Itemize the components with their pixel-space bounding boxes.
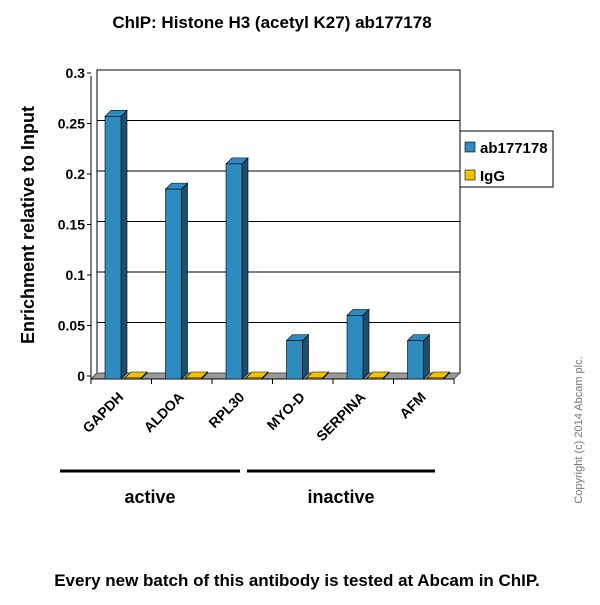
y-tick-label: 0.1 (66, 267, 86, 283)
legend-swatch (464, 141, 476, 153)
bar-side (423, 333, 430, 380)
bar-IgG-GAPDH (124, 377, 142, 380)
x-tick-label: ALDOA (140, 389, 187, 436)
bar-ab177178-GAPDH (104, 116, 122, 380)
legend-label: ab177178 (480, 140, 548, 157)
bar-ab177178-MYO-D (286, 340, 303, 380)
bar-side (362, 308, 370, 380)
bar-IgG-MYO-D (306, 377, 323, 380)
y-tick-label: 0.25 (58, 116, 85, 132)
x-tick-label: GAPDH (79, 389, 126, 436)
x-tick-label: SERPINA (313, 389, 368, 444)
group-label: inactive (307, 487, 374, 507)
bar-side (181, 182, 188, 380)
copyright-notice: Copyright (c) 2014 Abcam plc. (573, 356, 585, 503)
y-axis-label: Enrichment relative to Input (18, 106, 38, 344)
bar-IgG-RPL30 (245, 377, 263, 380)
y-tick-label: 0.05 (58, 318, 85, 334)
bar-ab177178-RPL30 (225, 163, 243, 380)
footer-caption: Every new batch of this antibody is test… (54, 571, 540, 590)
bar-IgG-ALDOA (185, 377, 202, 380)
y-tick-label: 0.3 (66, 65, 86, 81)
bar-side (241, 157, 249, 380)
y-tick-label: 0.15 (58, 217, 85, 233)
legend (459, 130, 554, 188)
bar-side (120, 109, 128, 380)
bar-ab177178-ALDOA (165, 188, 182, 380)
chart-title: ChIP: Histone H3 (acetyl K27) ab177178 (112, 13, 431, 32)
bar-side (302, 333, 309, 380)
legend-label: IgG (480, 168, 505, 185)
y-tick-label: 0 (77, 368, 85, 384)
legend-swatch (464, 169, 476, 181)
x-tick-label: RPL30 (205, 389, 247, 431)
bar-ab177178-SERPINA (346, 315, 364, 380)
x-tick-label: AFM (396, 389, 429, 422)
y-tick-label: 0.2 (66, 166, 86, 182)
bar-IgG-SERPINA (366, 377, 384, 380)
x-tick-label: MYO-D (264, 389, 308, 433)
bar-ab177178-AFM (407, 340, 424, 380)
group-label: active (124, 487, 175, 507)
bar-IgG-AFM (427, 377, 444, 380)
